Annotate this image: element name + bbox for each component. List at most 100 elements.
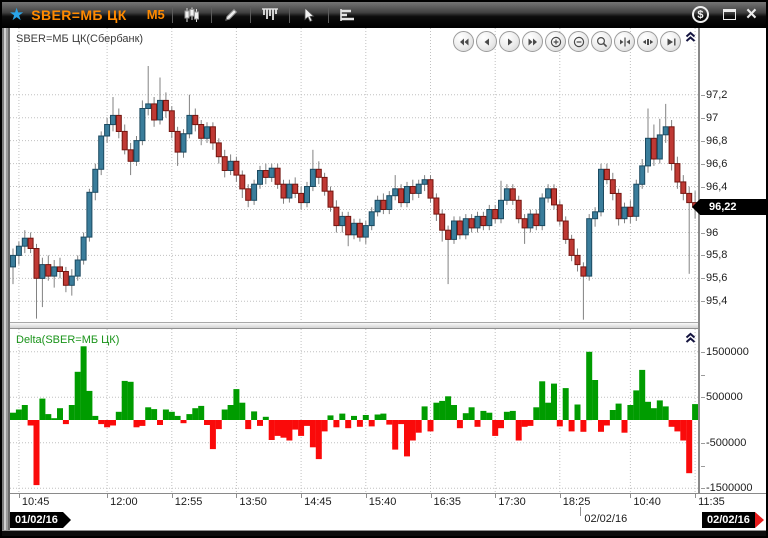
time-tick-label: 14:45: [304, 496, 332, 508]
zoom-in-icon: [550, 36, 561, 47]
time-tickmark: [18, 494, 20, 498]
scroll-left-icon: [484, 38, 489, 45]
delta-tick-label: 1500000: [706, 345, 749, 358]
date-badge-left: 01/02/16: [10, 512, 71, 528]
zoom-in-button[interactable]: [545, 31, 566, 52]
price-tick-label: 95,8: [706, 249, 728, 262]
delta-tick-label-tickmark: [701, 488, 705, 490]
panel-splitter[interactable]: [10, 322, 698, 329]
scroll-right-fast-icon: [528, 38, 537, 45]
scroll-right-fast-button[interactable]: [522, 31, 543, 52]
time-tick-label: 12:00: [110, 496, 138, 508]
delta-tick-label: 500000: [706, 391, 743, 404]
titlebar[interactable]: ★ SBER=МБ ЦК М5 $ ×: [2, 2, 766, 28]
time-tick-label: 11:35: [698, 496, 725, 508]
favorite-star-icon[interactable]: ★: [9, 5, 25, 24]
time-tick-label: 10:40: [633, 496, 661, 508]
expand-horizontal-icon: [642, 38, 653, 45]
scroll-left-fast-button[interactable]: [453, 31, 474, 52]
collapse-chevron-icon[interactable]: [684, 30, 697, 48]
toolbar-separator: [249, 6, 251, 23]
cursor-icon[interactable]: [297, 5, 321, 25]
delta-minor-tickmark: [701, 374, 705, 376]
time-tick-label: 15:40: [368, 496, 397, 508]
time-tick-label: 13:50: [239, 496, 267, 508]
candle-chart-icon[interactable]: [180, 5, 204, 25]
price-tick-label-tickmark: [701, 232, 705, 234]
price-tick-label-tickmark: [701, 301, 705, 303]
timeframe-label[interactable]: М5: [146, 7, 165, 22]
time-tickmark: [559, 494, 561, 498]
scroll-right-button[interactable]: [499, 31, 520, 52]
time-tickmark: [495, 494, 497, 498]
toolbar-separator: [171, 6, 173, 23]
time-tickmark: [365, 494, 367, 498]
price-tick-label: 95,4: [706, 295, 728, 308]
dollar-icon[interactable]: $: [691, 6, 709, 23]
expand-horizontal-button[interactable]: [637, 31, 658, 52]
last-price-badge: 96,22: [692, 199, 766, 216]
delta-panel[interactable]: Delta(SBER=МБ ЦК): [10, 329, 698, 493]
time-tick-label: 10:45: [21, 496, 50, 508]
time-axis[interactable]: 01/02/16 02/02/16 02/02/16 10:45 12:00 12:…: [10, 493, 766, 530]
pencil-icon[interactable]: [219, 5, 243, 25]
time-tick-label: 16:35: [433, 496, 462, 508]
time-tick-label: 17:30: [498, 496, 526, 508]
delta-title-label: Delta(SBER=МБ ЦК): [16, 334, 120, 346]
zoom-area-button[interactable]: [591, 31, 612, 52]
badge-arrow-icon: [62, 512, 71, 528]
time-tickmark: [430, 494, 432, 498]
price-tick-label: 97: [706, 111, 719, 124]
delta-minor-tickmark: [701, 465, 705, 467]
toolbar-separator: [327, 6, 329, 23]
delta-tick-label: -1500000: [706, 482, 753, 495]
instrument-title: SBER=МБ ЦК: [31, 6, 127, 23]
collapse-chevron-icon[interactable]: [684, 331, 697, 349]
scroll-left-fast-icon: [459, 38, 468, 45]
window-bottom-edge: [2, 530, 766, 536]
price-tick-label: 97,2: [706, 88, 728, 101]
restore-window-icon[interactable]: [722, 9, 736, 20]
time-tickmark: [171, 494, 173, 498]
compress-horizontal-button[interactable]: [614, 31, 635, 52]
delta-tick-label-tickmark: [701, 351, 705, 353]
go-to-last-icon: [667, 38, 675, 45]
price-tick-label: 96,6: [706, 157, 728, 170]
time-tickmark: [695, 494, 697, 498]
candlestick-panel[interactable]: SBER=МБ ЦК(Сбербанк): [10, 28, 698, 322]
volume-profile-icon[interactable]: [258, 5, 282, 25]
time-tickmark: [301, 494, 303, 498]
price-tick-label: 96,8: [706, 134, 728, 147]
zoom-area-icon: [596, 36, 607, 47]
delta-tick-label-tickmark: [701, 397, 705, 399]
toolbar-separator: [210, 6, 212, 23]
chart-nav-toolbar: [453, 31, 681, 52]
time-tick-label: 12:55: [174, 496, 203, 508]
price-tick-label: 96: [706, 226, 719, 239]
scroll-right-icon: [507, 38, 512, 45]
close-icon[interactable]: ×: [745, 3, 757, 25]
time-tickmark: [236, 494, 238, 498]
candlestick-chart[interactable]: [10, 28, 698, 322]
time-tick-label: 18:25: [562, 496, 591, 508]
go-to-last-button[interactable]: [660, 31, 681, 52]
time-tickmark: [107, 494, 109, 498]
scroll-left-button[interactable]: [476, 31, 497, 52]
date-label-mid: 02/02/16: [584, 513, 628, 525]
delta-tick-label-tickmark: [701, 442, 705, 444]
delta-tick-label: -500000: [706, 436, 747, 449]
zoom-out-button[interactable]: [568, 31, 589, 52]
price-tick-label-tickmark: [701, 140, 705, 142]
delta-bars-layer: [10, 346, 698, 486]
price-axis[interactable]: 96,22 97,29796,896,696,496,29695,895,695…: [692, 28, 766, 495]
price-tick-label-tickmark: [701, 94, 705, 96]
delta-chart[interactable]: [10, 329, 698, 493]
day-separator-tick: [580, 507, 582, 516]
price-tick-label-tickmark: [701, 278, 705, 280]
indicator-list-icon[interactable]: [336, 5, 360, 25]
badge-arrow-red-icon: [754, 512, 764, 528]
left-resize-gutter[interactable]: [2, 28, 10, 530]
price-tick-label-tickmark: [701, 186, 705, 188]
time-tickmark: [630, 494, 632, 498]
